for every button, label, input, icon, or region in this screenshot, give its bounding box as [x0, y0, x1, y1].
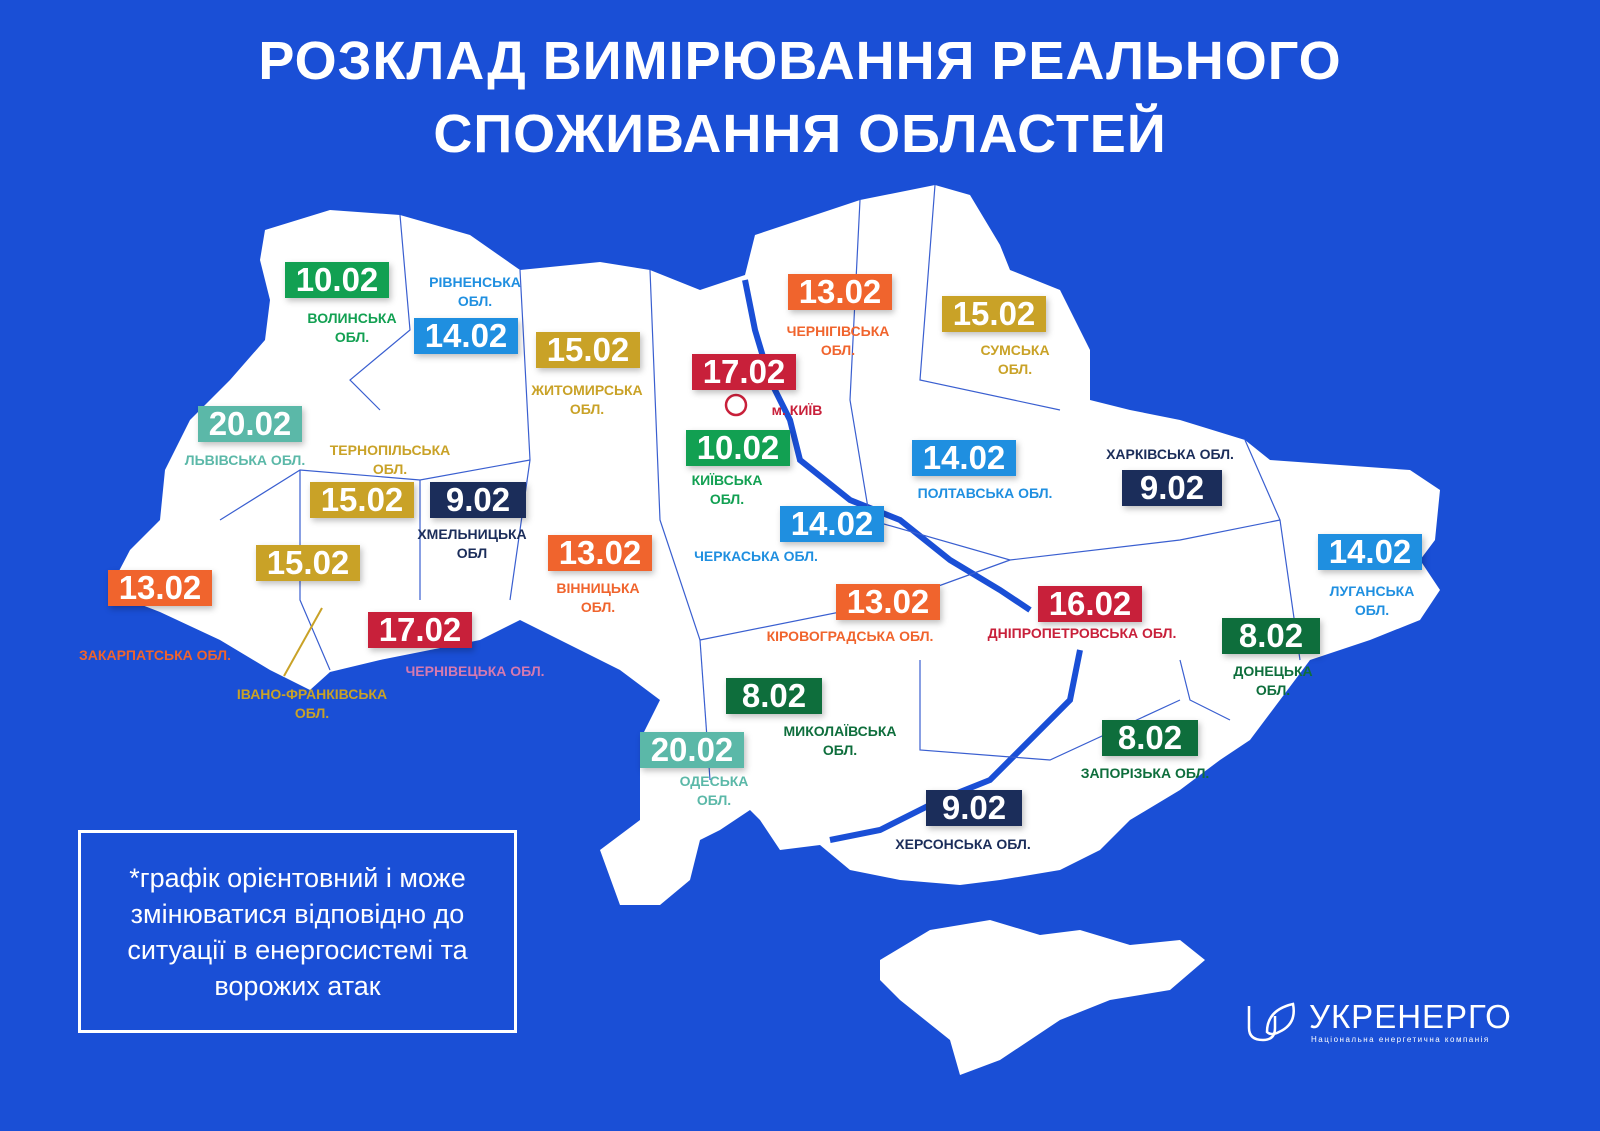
date-tag: 9.02 — [430, 482, 526, 518]
kyiv-marker-icon — [724, 393, 748, 417]
date-tag: 14.02 — [780, 506, 884, 542]
disclaimer-note: *графік орієнтовний і може змінюватися в… — [78, 830, 517, 1033]
date-tag: 17.02 — [368, 612, 472, 648]
disclaimer-text: *графік орієнтовний і може змінюватися в… — [127, 862, 468, 1001]
region-name: ЗАПОРІЗЬКА ОБЛ. — [1080, 765, 1210, 781]
logo-subtitle: Національна енергетична компанія — [1311, 1035, 1490, 1044]
date-tag: 15.02 — [256, 545, 360, 581]
region-name: ХЕРСОНСЬКА ОБЛ. — [895, 836, 1031, 852]
region-name: ДОНЕЦЬКА ОБЛ. — [1233, 663, 1313, 698]
region-name: ВОЛИНСЬКА ОБЛ. — [307, 310, 397, 345]
region-name: ВІННИЦЬКА ОБЛ. — [556, 580, 640, 615]
date-tag: 14.02 — [1318, 534, 1422, 570]
leader-line — [283, 607, 323, 677]
date-tag: 13.02 — [836, 584, 940, 620]
region-name: ЗАКАРПАТСЬКА ОБЛ. — [79, 647, 231, 663]
date-tag: 10.02 — [285, 262, 389, 298]
date-tag: 13.02 — [108, 570, 212, 606]
date-tag: 20.02 — [198, 406, 302, 442]
region-name: ХАРКІВСЬКА ОБЛ. — [1106, 446, 1234, 462]
region-name: м. КИЇВ — [771, 402, 823, 418]
date-tag: 13.02 — [788, 274, 892, 310]
region-name: ХМЕЛЬНИЦЬКА ОБЛ — [417, 526, 527, 561]
region-name: ЧЕРНІВЕЦЬКА ОБЛ. — [405, 663, 545, 679]
region-name: ІВАНО-ФРАНКІВСЬКА ОБЛ. — [236, 686, 388, 721]
ukrenergo-logo: УКРЕНЕРГО Національна енергетична компан… — [1245, 998, 1511, 1049]
date-tag: 20.02 — [640, 732, 744, 768]
title-line-2: СПОЖИВАННЯ ОБЛАСТЕЙ — [433, 104, 1167, 164]
region-borders — [219, 184, 1301, 781]
region-name: КІРОВОГРАДСЬКА ОБЛ. — [766, 628, 934, 644]
title-line-1: РОЗКЛАД ВИМІРЮВАННЯ РЕАЛЬНОГО — [258, 31, 1342, 91]
date-tag: 8.02 — [1102, 720, 1198, 756]
date-tag: 10.02 — [686, 430, 790, 466]
date-tag: 9.02 — [926, 790, 1022, 826]
date-tag: 14.02 — [414, 318, 518, 354]
region-name: ЖИТОМИРСЬКА ОБЛ. — [531, 382, 643, 417]
ukrenergo-logo-icon — [1247, 1002, 1295, 1042]
region-name: ЧЕРКАСЬКА ОБЛ. — [694, 548, 818, 564]
region-name: МИКОЛАЇВСЬКА ОБЛ. — [783, 723, 897, 758]
logo-name: УКРЕНЕРГО — [1309, 998, 1512, 1035]
region-name: ЧЕРНІГІВСЬКА ОБЛ. — [786, 323, 890, 358]
region-name: ЛЬВІВСЬКА ОБЛ. — [184, 452, 306, 468]
region-name: ТЕРНОПІЛЬСЬКА ОБЛ. — [329, 442, 451, 477]
date-tag: 13.02 — [548, 535, 652, 571]
region-name: ПОЛТАВСЬКА ОБЛ. — [917, 485, 1053, 501]
region-name: ОДЕСЬКА ОБЛ. — [679, 773, 749, 808]
date-tag: 15.02 — [536, 332, 640, 368]
date-tag: 15.02 — [942, 296, 1046, 332]
date-tag: 9.02 — [1122, 470, 1222, 506]
region-name: СУМСЬКА ОБЛ. — [980, 342, 1050, 377]
crimea-outline — [880, 920, 1205, 1075]
date-tag: 16.02 — [1038, 586, 1142, 622]
date-tag: 8.02 — [1222, 618, 1320, 654]
dnipro-lower-river — [829, 649, 1083, 843]
region-name: КИЇВСЬКА ОБЛ. — [691, 472, 763, 507]
date-tag: 15.02 — [310, 482, 414, 518]
date-tag: 14.02 — [912, 440, 1016, 476]
region-name: ДНІПРОПЕТРОВСЬКА ОБЛ. — [987, 625, 1177, 641]
region-name: РІВНЕНСЬКА ОБЛ. — [429, 274, 521, 309]
date-tag: 8.02 — [726, 678, 822, 714]
region-name: ЛУГАНСЬКА ОБЛ. — [1329, 583, 1415, 618]
date-tag: 17.02 — [692, 354, 796, 390]
